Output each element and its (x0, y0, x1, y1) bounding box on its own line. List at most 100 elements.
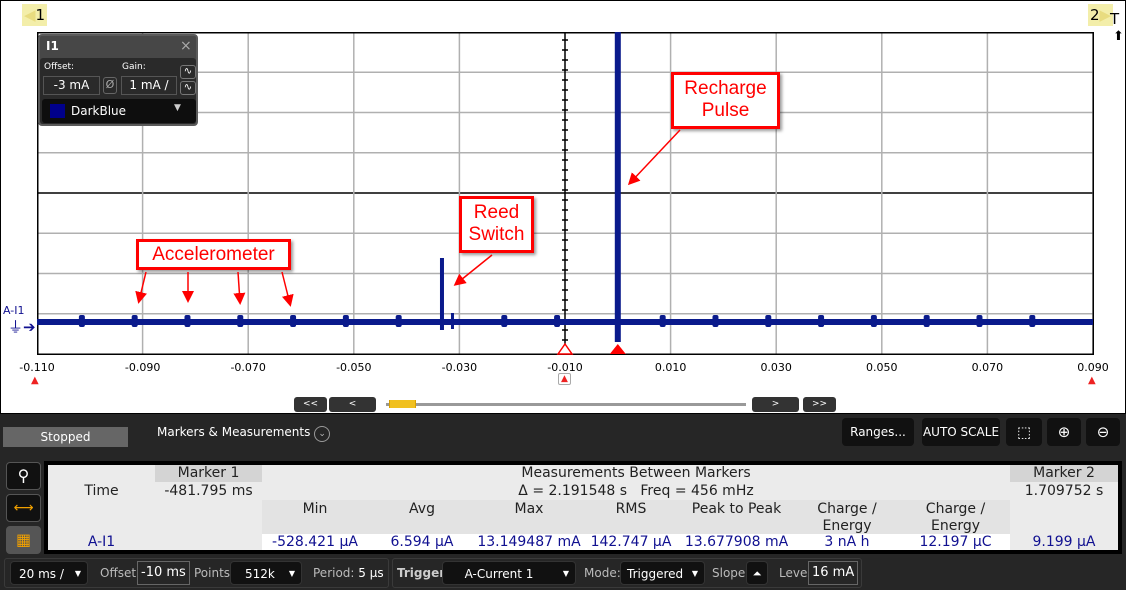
gain-label: Gain: (122, 62, 146, 72)
ranges-button[interactable]: Ranges... (842, 418, 914, 446)
column-header: Avg (409, 501, 435, 517)
chevron-down-icon: ▼ (562, 569, 569, 578)
chevron-down-icon: ▼ (691, 569, 698, 578)
scroll-next-button[interactable]: > (752, 397, 799, 412)
points-select[interactable]: 512k ▼ (230, 561, 302, 585)
trigger-source-select[interactable]: A-Current 1 ▼ (442, 561, 576, 585)
trigger-position-icon[interactable]: ▲ (558, 373, 571, 385)
column-header: Peak to Peak (691, 501, 782, 517)
chevron-down-icon: ▼ (174, 103, 181, 113)
scroll-first-button[interactable]: << (294, 397, 327, 412)
trace-bump (712, 315, 719, 327)
chevron-down-icon: ▼ (288, 569, 295, 578)
marker-2-tag[interactable]: 2▶ (1088, 4, 1114, 26)
slope-label: Slope: (712, 566, 750, 580)
offset-label: Offset: (100, 566, 141, 580)
time-offset-input[interactable]: -10 ms (137, 561, 190, 585)
x-tick-label: 0.050 (866, 361, 898, 374)
x-tick-label: -0.050 (336, 361, 372, 374)
measurements-table: Marker 1 Measurements Between Markers Ma… (44, 461, 1122, 554)
trace-bump (976, 315, 983, 327)
gain-up-icon[interactable]: ∿ (180, 65, 196, 79)
measurement-value: 12.197 µC (919, 534, 992, 550)
scroll-prev-button[interactable]: < (329, 397, 376, 412)
trigger-position-marker-icon (556, 342, 574, 355)
trace-baseline (37, 319, 1093, 325)
measurement-value: 6.594 µA (390, 534, 454, 550)
trace-bump (501, 315, 508, 327)
gain-down-icon[interactable]: ∿ (180, 81, 196, 95)
column-header: Charge / Energy (817, 501, 877, 534)
offset-input[interactable]: -3 mA (43, 76, 100, 95)
trace-bump (659, 315, 666, 327)
trigger-label: Trigger (397, 566, 446, 580)
trace-bump (923, 315, 930, 327)
gain-input[interactable]: 1 mA / (121, 76, 177, 95)
zoom-out-icon[interactable]: ⊖ (1086, 418, 1120, 446)
column-header: Charge / Energy (925, 501, 986, 534)
annotation-recharge-pulse: Recharge Pulse (671, 72, 780, 129)
time-label: Time (84, 483, 119, 499)
scroll-thumb[interactable] (389, 400, 416, 408)
measurement-value: 13.149487 mA (477, 534, 581, 550)
annotation-arrows (135, 129, 681, 307)
trigger-level-input[interactable]: 16 mA (808, 561, 859, 585)
scroll-track[interactable] (386, 403, 746, 406)
trace-bump (184, 315, 191, 327)
marker-1-offscreen-icon[interactable]: ▲ (31, 375, 39, 386)
delta-freq: Δ = 2.191548 s Freq = 456 mHz (518, 483, 754, 499)
period-display: Period: 5 µs (313, 566, 384, 580)
zoom-box-icon[interactable]: ⬚ (1006, 418, 1042, 446)
zoom-in-icon[interactable]: ⊕ (1047, 418, 1081, 446)
timebase-group (4, 558, 389, 588)
marker-span-icon[interactable]: ⟷ (6, 494, 41, 522)
markers-measurements-toggle[interactable]: Markers & Measurements ⌄ (157, 425, 331, 442)
trace-bump (554, 315, 561, 327)
scroll-last-button[interactable]: >> (803, 397, 836, 412)
zero-offset-button[interactable]: Ø (103, 77, 117, 94)
trigger-group (392, 558, 862, 588)
offset-label: Offset: (44, 62, 75, 72)
mode-label: Mode: (584, 566, 621, 580)
marker-2-header: Marker 2 (1033, 465, 1095, 481)
acquisition-status: Stopped (3, 427, 128, 447)
annotation-reed-switch: Reed Switch (459, 196, 534, 253)
trace-bump (290, 315, 297, 327)
x-tick-label: 0.090 (1077, 361, 1109, 374)
marker-1-tag[interactable]: ◀1 (22, 4, 48, 26)
auto-scale-button[interactable]: AUTO SCALE (922, 418, 1000, 446)
trace-bump (78, 315, 85, 327)
mode-select[interactable]: Triggered ▼ (620, 561, 705, 585)
trace-reed-switch-echo (450, 313, 454, 329)
trace-bump (342, 315, 349, 327)
column-header: Max (514, 501, 544, 517)
trace-recharge-pulse (614, 32, 621, 342)
points-label: Points: (194, 566, 235, 580)
x-tick-label: 0.010 (654, 361, 687, 374)
channel-label: A-I1 (3, 304, 25, 317)
trigger-level-arrow-icon[interactable]: ⬆ (1113, 29, 1124, 44)
channel-settings-panel: I1 × Offset: Gain: -3 mA Ø 1 mA / ∿ ∿ Da… (38, 34, 198, 126)
color-select[interactable]: DarkBlue ▼ (42, 99, 196, 123)
annotation-accelerometer: Accelerometer (136, 239, 291, 270)
x-tick-label: -0.030 (441, 361, 478, 374)
ground-offset-arrow-icon[interactable]: ⏚➔ (8, 318, 36, 336)
measurement-value: 142.747 µA (590, 534, 672, 550)
chevron-down-icon: ⌄ (314, 426, 331, 442)
trigger-marker-icon (609, 344, 626, 354)
marker-tool-icon[interactable]: ⚲ (6, 462, 41, 490)
x-tick-label: 0.070 (971, 361, 1004, 374)
measurement-value: 3 nA h (824, 534, 870, 550)
grid-markers-icon[interactable]: ▦ (6, 526, 41, 554)
trace-bump (818, 315, 825, 327)
marker-2-label: 2 (1090, 6, 1100, 24)
x-tick-label: -0.110 (19, 361, 55, 374)
chevron-down-icon: ▼ (74, 569, 81, 578)
marker-1-time: -481.795 ms (164, 483, 253, 499)
level-label: Level: (779, 566, 815, 580)
slope-rising-icon[interactable]: ⏶ (746, 561, 768, 585)
close-icon[interactable]: × (180, 38, 192, 54)
timebase-select[interactable]: 20 ms / ▼ (10, 561, 88, 585)
marker-2-offscreen-icon[interactable]: ▲ (1088, 375, 1096, 386)
trigger-tag[interactable]: T (1110, 10, 1120, 28)
